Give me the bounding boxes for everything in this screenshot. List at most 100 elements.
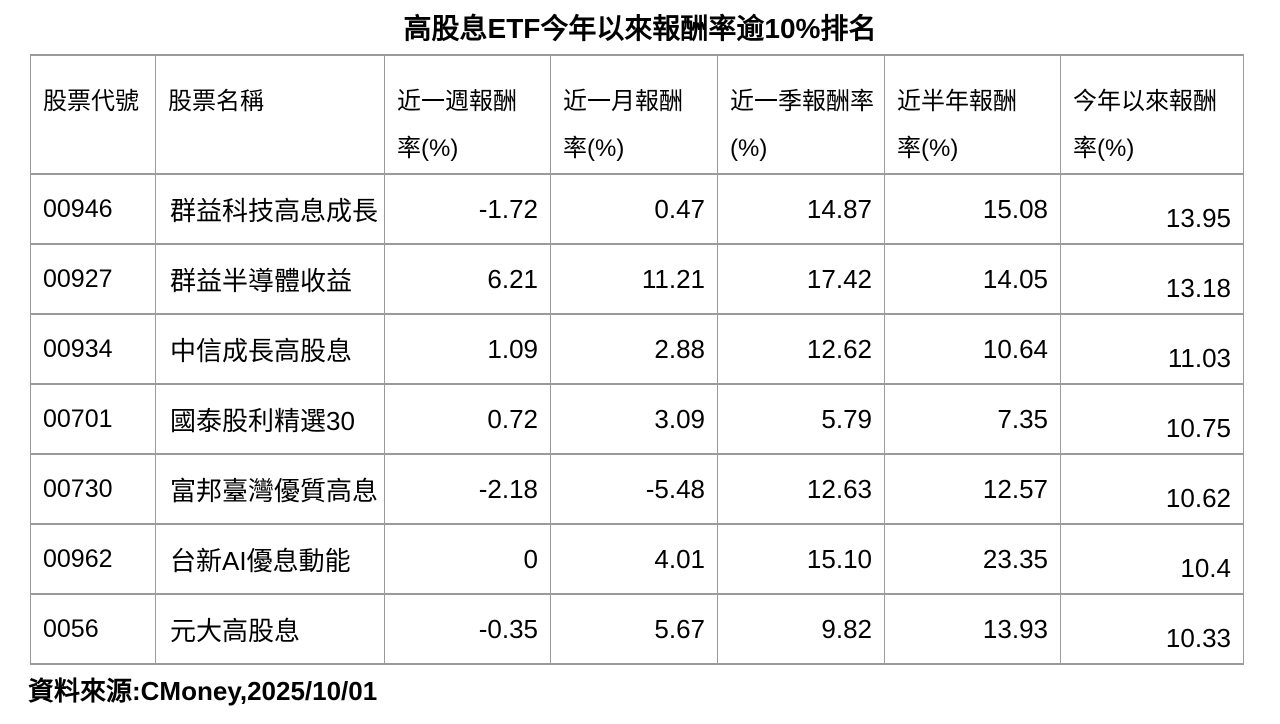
table-row: 00946 群益科技高息成長 -1.72 0.47 14.87 15.08 13.95 bbox=[30, 173, 1244, 245]
cell-stock-name: 群益半導體收益 bbox=[155, 243, 385, 315]
header-line-2: 率(%) bbox=[563, 135, 625, 162]
cell-stock-name-value: 國泰股利精選30 bbox=[170, 405, 355, 436]
cell-week-return: 0.72 bbox=[384, 383, 551, 455]
cell-half-year-return-value: 23.35 bbox=[982, 543, 1048, 574]
cell-stock-name: 富邦臺灣優質高息 bbox=[155, 453, 385, 525]
cell-week-return-value: 1.09 bbox=[487, 333, 538, 364]
cell-quarter-return: 12.62 bbox=[717, 313, 885, 385]
cell-quarter-return: 15.10 bbox=[717, 523, 885, 595]
col-header-stock-code: 股票代號 bbox=[30, 54, 156, 175]
header-line-2: (%) bbox=[730, 135, 768, 162]
cell-stock-code-value: 0056 bbox=[43, 614, 99, 643]
cell-week-return-value: -1.72 bbox=[478, 193, 538, 224]
cell-half-year-return: 23.35 bbox=[884, 523, 1061, 595]
cell-half-year-return: 10.64 bbox=[884, 313, 1061, 385]
cell-ytd-return: 10.62 bbox=[1060, 453, 1244, 525]
col-header-week-return: 近一週報酬 率(%) bbox=[384, 54, 551, 175]
cell-month-return-value: 4.01 bbox=[654, 543, 705, 574]
col-header-half-year-return: 近半年報酬 率(%) bbox=[884, 54, 1061, 175]
header-line-2: 率(%) bbox=[1073, 135, 1135, 162]
cell-stock-code-value: 00934 bbox=[43, 334, 113, 363]
cell-stock-name-value: 中信成長高股息 bbox=[170, 335, 353, 366]
cell-half-year-return-value: 13.93 bbox=[982, 613, 1048, 644]
cell-quarter-return-value: 17.42 bbox=[806, 263, 872, 294]
cell-stock-name-value: 群益科技高息成長 bbox=[170, 195, 379, 226]
cell-week-return: -0.35 bbox=[384, 593, 551, 665]
cell-stock-name: 中信成長高股息 bbox=[155, 313, 385, 385]
cell-month-return-value: 11.21 bbox=[641, 263, 705, 294]
cell-stock-name-value: 群益半導體收益 bbox=[170, 265, 353, 296]
cell-quarter-return: 9.82 bbox=[717, 593, 885, 665]
cell-stock-code: 00730 bbox=[30, 453, 156, 525]
cell-ytd-return-value: 13.18 bbox=[1165, 272, 1231, 303]
cell-stock-code: 00927 bbox=[30, 243, 156, 315]
cell-month-return: 11.21 bbox=[550, 243, 718, 315]
cell-half-year-return-value: 7.35 bbox=[997, 403, 1048, 434]
header-line-1: 近一季報酬率 bbox=[730, 88, 874, 115]
cell-month-return-value: 3.09 bbox=[654, 403, 705, 434]
cell-half-year-return-value: 14.05 bbox=[982, 263, 1048, 294]
cell-ytd-return: 10.75 bbox=[1060, 383, 1244, 455]
cell-month-return-value: -5.48 bbox=[645, 473, 705, 504]
cell-month-return: 5.67 bbox=[550, 593, 718, 665]
header-line-1: 近一週報酬 bbox=[397, 88, 517, 115]
cell-stock-name-value: 富邦臺灣優質高息 bbox=[170, 475, 379, 506]
cell-stock-name: 國泰股利精選30 bbox=[155, 383, 385, 455]
cell-week-return-value: 6.21 bbox=[487, 263, 538, 294]
cell-quarter-return: 12.63 bbox=[717, 453, 885, 525]
etf-return-table: 股票代號 股票名稱 近一週報酬 率(%) 近一月報酬 率(%) 近一季報酬率 (%) 近半年報酬… bbox=[30, 54, 1244, 665]
table-row: 00701 國泰股利精選30 0.72 3.09 5.79 7.35 10.75 bbox=[30, 383, 1244, 455]
cell-stock-name: 群益科技高息成長 bbox=[155, 173, 385, 245]
cell-stock-code: 00934 bbox=[30, 313, 156, 385]
header-line-1: 近一月報酬 bbox=[563, 88, 683, 115]
table-row: 00962 台新AI優息動能 0 4.01 15.10 23.35 10.4 bbox=[30, 523, 1244, 595]
cell-stock-name-value: 元大高股息 bbox=[170, 615, 301, 646]
cell-week-return: -1.72 bbox=[384, 173, 551, 245]
cell-quarter-return-value: 15.10 bbox=[806, 543, 872, 574]
cell-stock-code: 00962 bbox=[30, 523, 156, 595]
cell-stock-code: 00946 bbox=[30, 173, 156, 245]
cell-ytd-return-value: 13.95 bbox=[1165, 202, 1231, 233]
cell-stock-code-value: 00927 bbox=[43, 264, 113, 293]
table-row: 0056 元大高股息 -0.35 5.67 9.82 13.93 10.33 bbox=[30, 593, 1244, 665]
cell-week-return: 6.21 bbox=[384, 243, 551, 315]
header-line-1: 今年以來報酬 bbox=[1073, 88, 1217, 115]
cell-week-return: 0 bbox=[384, 523, 551, 595]
cell-ytd-return-value: 11.03 bbox=[1167, 342, 1231, 373]
cell-stock-name: 台新AI優息動能 bbox=[155, 523, 385, 595]
table-header-row: 股票代號 股票名稱 近一週報酬 率(%) 近一月報酬 率(%) 近一季報酬率 (%) 近半年報酬… bbox=[30, 54, 1244, 175]
cell-month-return: -5.48 bbox=[550, 453, 718, 525]
cell-half-year-return-value: 12.57 bbox=[982, 473, 1048, 504]
cell-stock-code: 00701 bbox=[30, 383, 156, 455]
cell-half-year-return-value: 10.64 bbox=[982, 333, 1048, 364]
cell-half-year-return-value: 15.08 bbox=[982, 193, 1048, 224]
cell-stock-code-value: 00730 bbox=[43, 474, 113, 503]
header-line-1: 股票名稱 bbox=[168, 88, 264, 115]
table-row: 00730 富邦臺灣優質高息 -2.18 -5.48 12.63 12.57 10.62 bbox=[30, 453, 1244, 525]
cell-month-return: 3.09 bbox=[550, 383, 718, 455]
cell-quarter-return-value: 12.62 bbox=[806, 333, 872, 364]
cell-quarter-return: 5.79 bbox=[717, 383, 885, 455]
cell-half-year-return: 15.08 bbox=[884, 173, 1061, 245]
col-header-stock-name: 股票名稱 bbox=[155, 54, 385, 175]
header-line-1: 股票代號 bbox=[43, 88, 139, 115]
cell-month-return: 2.88 bbox=[550, 313, 718, 385]
cell-ytd-return-value: 10.75 bbox=[1165, 412, 1231, 443]
cell-ytd-return-value: 10.33 bbox=[1165, 622, 1231, 653]
cell-stock-code-value: 00946 bbox=[43, 194, 113, 223]
cell-stock-code-value: 00701 bbox=[43, 404, 113, 433]
table-row: 00934 中信成長高股息 1.09 2.88 12.62 10.64 11.03 bbox=[30, 313, 1244, 385]
cell-week-return-value: -2.18 bbox=[478, 473, 538, 504]
cell-month-return-value: 2.88 bbox=[654, 333, 705, 364]
cell-quarter-return-value: 12.63 bbox=[806, 473, 872, 504]
cell-half-year-return: 13.93 bbox=[884, 593, 1061, 665]
col-header-month-return: 近一月報酬率(%) bbox=[550, 54, 718, 175]
cell-month-return: 0.47 bbox=[550, 173, 718, 245]
cell-ytd-return-value: 10.4 bbox=[1180, 552, 1231, 583]
cell-ytd-return: 11.03 bbox=[1060, 313, 1244, 385]
cell-ytd-return: 10.4 bbox=[1060, 523, 1244, 595]
col-header-quarter-return: 近一季報酬率 (%) bbox=[717, 54, 885, 175]
header-line-2: 率(%) bbox=[897, 135, 959, 162]
cell-quarter-return: 17.42 bbox=[717, 243, 885, 315]
